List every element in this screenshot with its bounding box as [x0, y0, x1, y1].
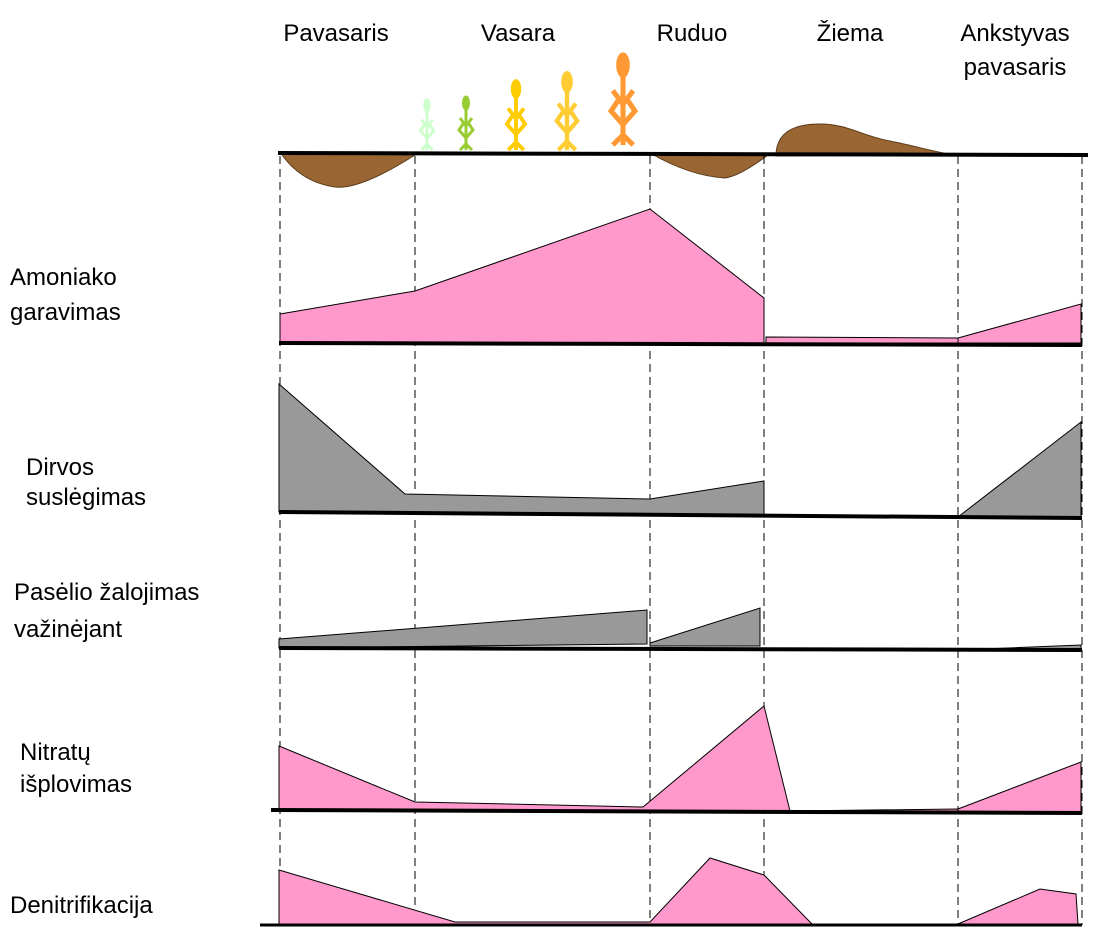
crop-damage-baseline	[278, 646, 1083, 652]
ammonia-area-early-spring	[957, 303, 1082, 344]
season-labels: Pavasaris Vasara Ruduo Žiema Ankstyvas p…	[283, 20, 1069, 81]
compaction-area-early-spring	[957, 420, 1082, 519]
crop-plant-icon	[611, 53, 635, 145]
row-nitrate-leaching: Nitratų išplovimas	[20, 705, 1083, 815]
ground-line	[277, 151, 1089, 157]
season-label-early-spring-line2: pavasaris	[964, 54, 1067, 81]
crop-plant-icon	[504, 77, 528, 152]
row-label-crop-damage-line2: važinėjant	[14, 616, 122, 643]
ammonia-baseline	[278, 341, 1083, 347]
row-denitrification: Denitrifikacija	[10, 857, 1082, 927]
row-label-nitrate-line2: išplovimas	[20, 771, 132, 798]
crop-plant-icon	[418, 97, 436, 152]
compaction-area	[278, 382, 765, 517]
nitrate-area	[278, 705, 791, 812]
nitrate-area-early-spring	[957, 761, 1082, 813]
season-label-summer: Vasara	[481, 20, 556, 47]
ammonia-area-winter	[765, 336, 959, 344]
crop-plant-icon	[457, 94, 475, 152]
row-label-compaction-line2: suslėgimas	[26, 484, 146, 511]
nitrate-baseline	[270, 808, 1083, 815]
season-label-spring: Pavasaris	[283, 20, 388, 47]
row-label-compaction-line1: Dirvos	[26, 454, 94, 481]
crop-damage-area-autumn	[649, 607, 761, 647]
season-label-winter: Žiema	[817, 20, 884, 47]
soil-hollow-autumn	[649, 152, 770, 179]
crop-plants	[418, 53, 635, 152]
crop-plant-icon	[557, 72, 577, 150]
ammonia-area	[279, 208, 765, 344]
row-label-denitrification: Denitrifikacija	[10, 892, 153, 919]
soil-hollow-spring	[279, 151, 417, 188]
row-label-crop-damage-line1: Pasėlio žalojimas	[14, 579, 199, 606]
denitrification-area	[278, 857, 814, 925]
row-label-ammonia-line2: garavimas	[10, 299, 121, 326]
soil-shapes	[279, 123, 956, 188]
denitrification-area-early-spring	[957, 888, 1079, 925]
soil-mound-icon	[775, 123, 956, 157]
row-soil-compaction: Dirvos suslėgimas	[26, 382, 1083, 520]
crop-damage-area	[278, 609, 648, 649]
season-label-early-spring-line1: Ankstyvas	[960, 20, 1069, 47]
season-label-autumn: Ruduo	[657, 20, 728, 47]
row-label-ammonia-line1: Amoniako	[10, 264, 117, 291]
row-ammonia-volatilization: Amoniako garavimas	[10, 208, 1083, 347]
row-label-nitrate-line1: Nitratų	[20, 739, 91, 766]
compaction-baseline	[278, 510, 1083, 520]
row-crop-damage: Pasėlio žalojimas važinėjant	[14, 579, 1083, 652]
